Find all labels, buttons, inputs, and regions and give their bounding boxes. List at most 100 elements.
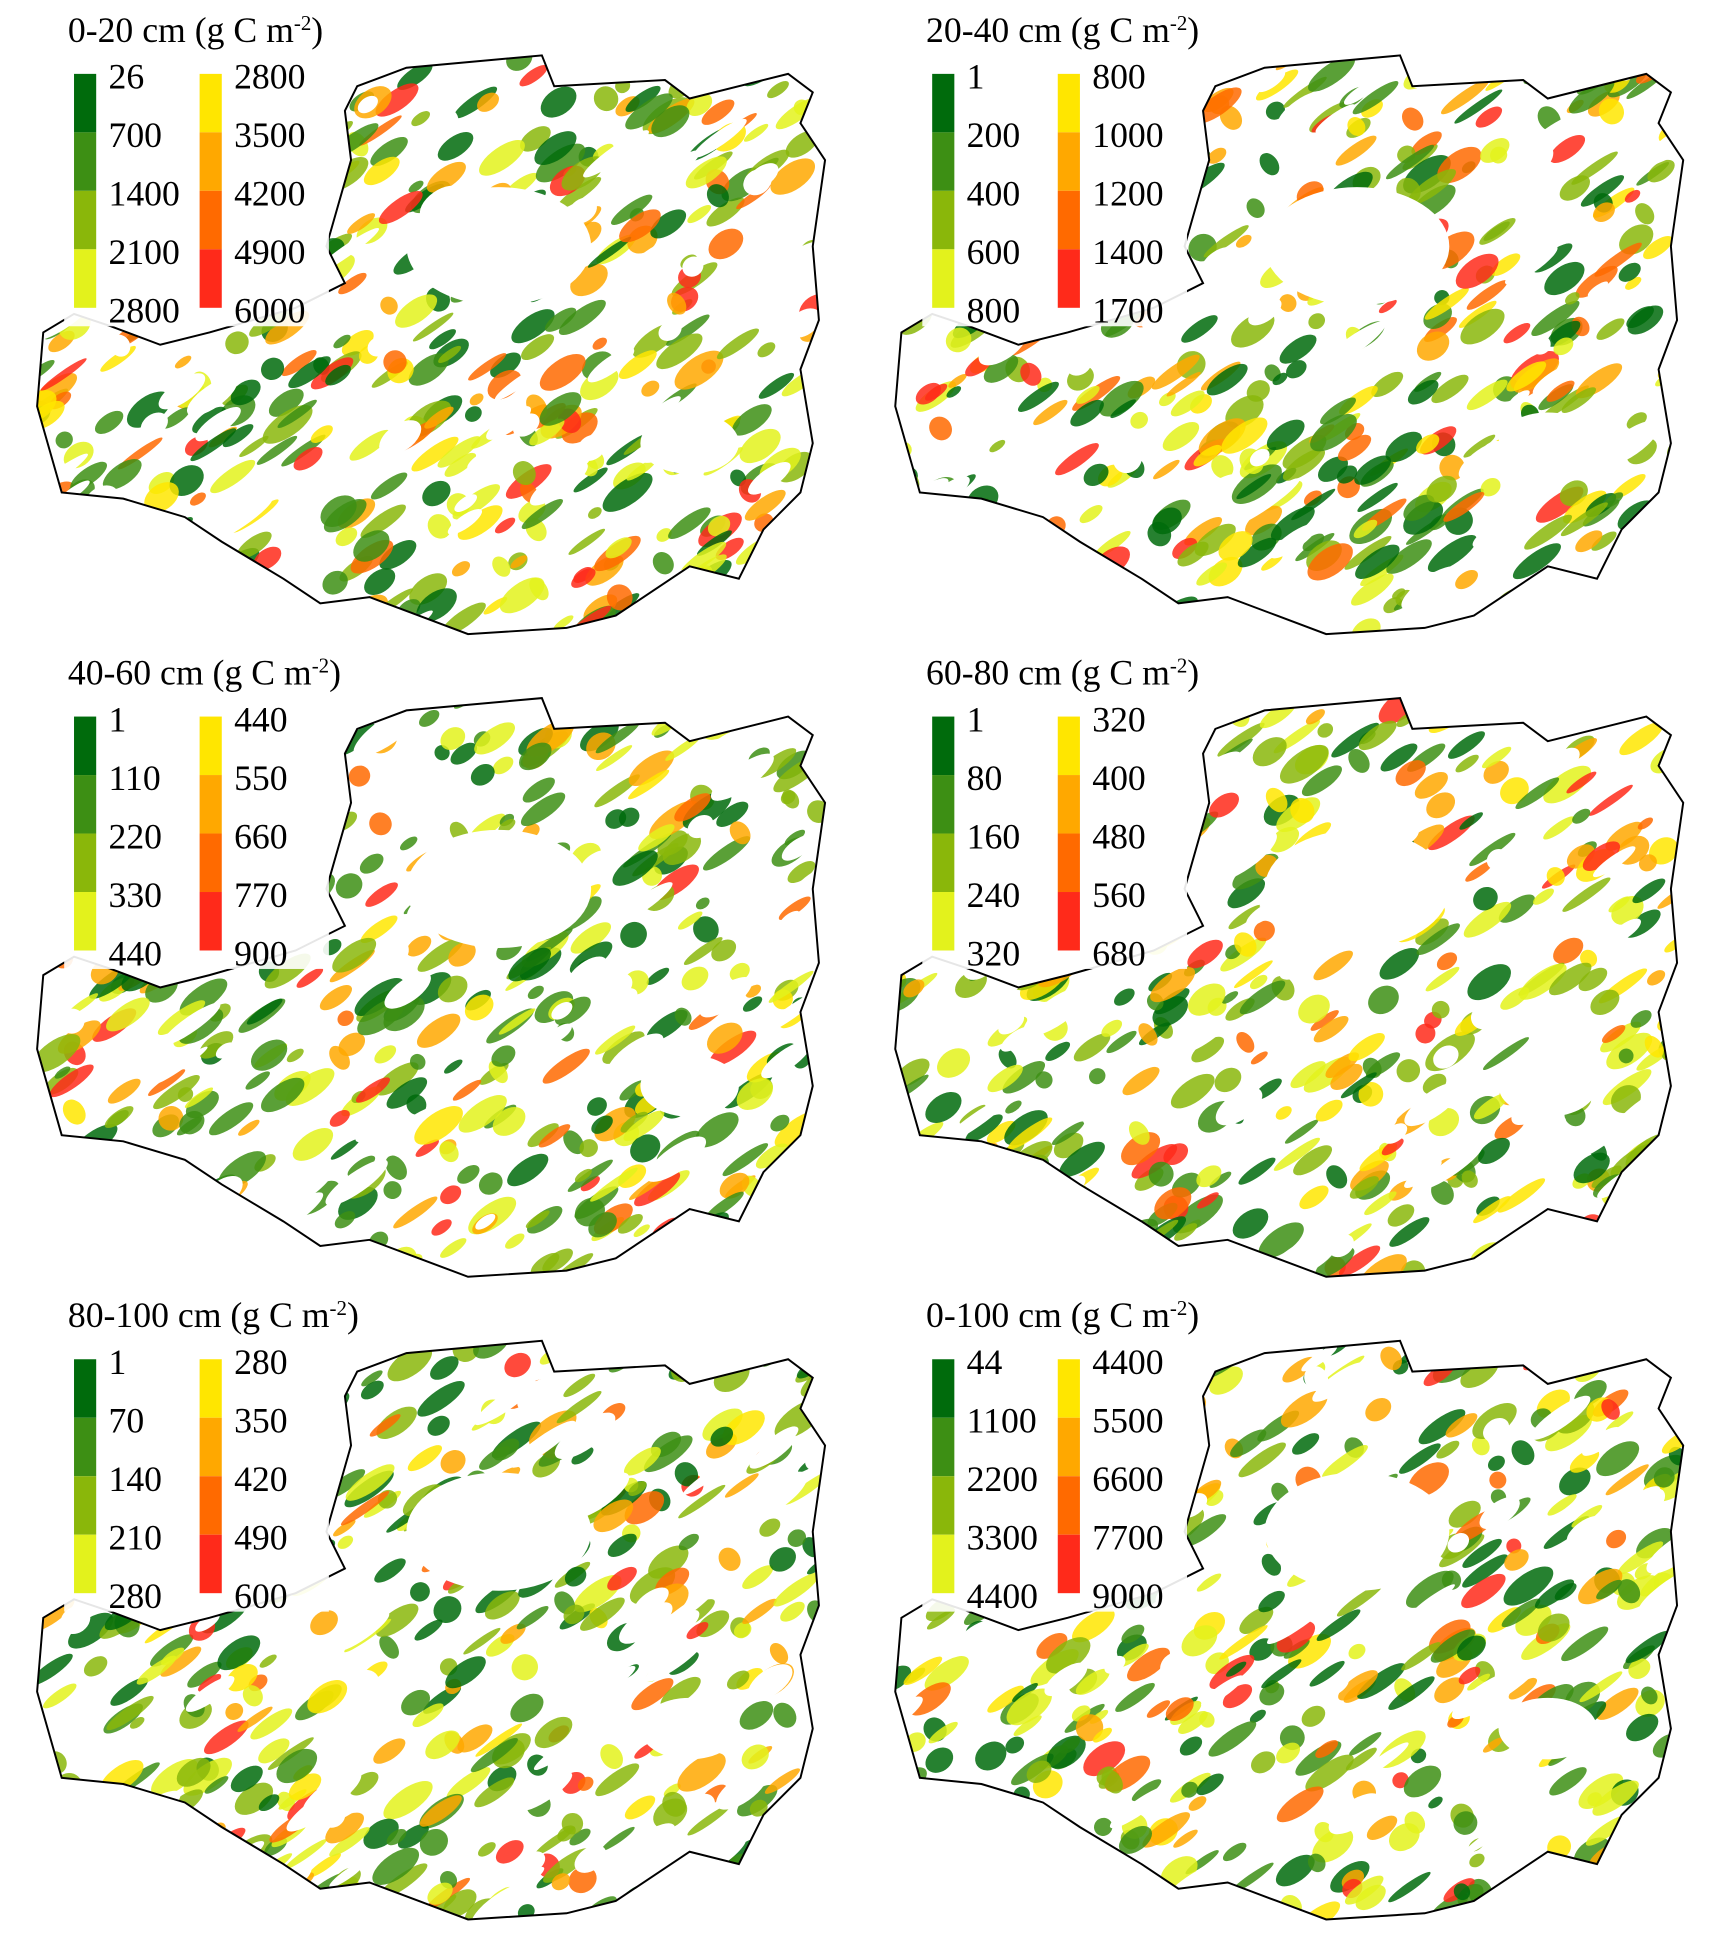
map-patch bbox=[96, 557, 124, 583]
map-patch bbox=[1629, 1816, 1658, 1843]
legend-label: 280 bbox=[234, 1342, 288, 1382]
map-patch bbox=[276, 1748, 318, 1784]
map-patch bbox=[1511, 614, 1530, 631]
map-patch bbox=[569, 1828, 591, 1846]
map-patch bbox=[1299, 1185, 1329, 1210]
map-patch bbox=[1087, 1872, 1123, 1898]
map-patch bbox=[660, 1676, 701, 1708]
map-patch bbox=[1221, 417, 1268, 454]
map-patch bbox=[153, 1074, 200, 1110]
map-patch bbox=[107, 1078, 141, 1104]
map-patch bbox=[349, 429, 391, 461]
map-patch bbox=[469, 393, 484, 406]
map-patch bbox=[915, 382, 942, 405]
map-patch bbox=[741, 1744, 769, 1770]
map-patch bbox=[131, 1869, 169, 1896]
blank-area bbox=[436, 360, 468, 385]
map-patch bbox=[1628, 1658, 1651, 1680]
map-patch bbox=[1600, 1021, 1642, 1053]
blank-area bbox=[1567, 1890, 1617, 1920]
blank-area bbox=[1355, 1742, 1409, 1781]
blank-area bbox=[748, 462, 791, 495]
map-patch bbox=[1338, 1245, 1381, 1277]
map-patch bbox=[1336, 465, 1358, 484]
map-patch bbox=[325, 1812, 364, 1844]
map-patch bbox=[1198, 418, 1246, 456]
map-patch bbox=[1580, 175, 1625, 207]
legend-bg bbox=[64, 61, 329, 327]
map-patch bbox=[1251, 1751, 1276, 1774]
map-patch bbox=[806, 1555, 826, 1575]
map-patch bbox=[998, 1047, 1017, 1069]
map-patch bbox=[136, 1655, 177, 1685]
map-patch bbox=[1638, 854, 1657, 872]
legend-label: 560 bbox=[1092, 875, 1146, 915]
map-patch bbox=[525, 1210, 550, 1229]
panel-title: 20-40 cm (g C m-2) bbox=[926, 10, 1199, 50]
legend-label: 490 bbox=[234, 1517, 288, 1557]
map-patch bbox=[1054, 569, 1078, 589]
map-patch bbox=[1154, 1187, 1192, 1220]
map-patch bbox=[414, 1106, 463, 1145]
map-patch bbox=[628, 769, 670, 800]
map-patch bbox=[1457, 1635, 1486, 1661]
legend-swatch bbox=[74, 892, 97, 951]
map-patch bbox=[1480, 477, 1501, 497]
title-end: ) bbox=[1187, 653, 1199, 693]
map-patch bbox=[364, 568, 396, 595]
blank-area bbox=[1257, 70, 1286, 93]
blank-area bbox=[761, 1040, 812, 1079]
blank-area bbox=[219, 1081, 242, 1103]
map-patch bbox=[1549, 134, 1586, 163]
panel-title: 60-80 cm (g C m-2) bbox=[926, 653, 1199, 693]
blank-area bbox=[211, 497, 273, 542]
map-patch bbox=[1654, 580, 1684, 608]
map-patch bbox=[1561, 1626, 1609, 1662]
map-patch bbox=[226, 1664, 258, 1692]
map-patch bbox=[1338, 1670, 1378, 1701]
map-patch bbox=[775, 97, 818, 130]
map-patch bbox=[329, 55, 358, 74]
map-patch bbox=[776, 504, 815, 534]
blank-area bbox=[895, 574, 927, 606]
map-patch bbox=[1275, 1854, 1315, 1887]
map-patch bbox=[1625, 1133, 1672, 1169]
map-patch bbox=[770, 1114, 790, 1132]
map-patch bbox=[787, 1529, 807, 1547]
map-patch bbox=[408, 180, 424, 193]
map-patch bbox=[1182, 1514, 1227, 1547]
legend-swatch bbox=[1057, 1476, 1080, 1535]
map-patch bbox=[807, 800, 826, 823]
map-patch bbox=[1357, 482, 1398, 512]
map-patch bbox=[106, 997, 150, 1032]
map-patch bbox=[397, 62, 433, 90]
title-sup: -2 bbox=[330, 1296, 347, 1320]
map-patch bbox=[1395, 760, 1426, 787]
map-patch bbox=[1177, 541, 1209, 567]
map-patch bbox=[1305, 1754, 1354, 1792]
map-patch bbox=[383, 350, 407, 374]
blank-area bbox=[59, 1008, 85, 1034]
map-patch bbox=[499, 577, 545, 614]
map-patch bbox=[465, 406, 482, 422]
legend-swatch bbox=[199, 833, 222, 893]
blank-area bbox=[752, 706, 780, 730]
blank-area bbox=[186, 377, 238, 416]
map-patch bbox=[177, 1087, 194, 1102]
map-patch bbox=[678, 1484, 726, 1519]
map-patch bbox=[522, 777, 555, 803]
legend-bg bbox=[922, 61, 1188, 327]
legend-label: 160 bbox=[967, 816, 1021, 856]
map-patch bbox=[519, 64, 548, 87]
map-patch bbox=[668, 1350, 706, 1380]
map-patch bbox=[246, 998, 283, 1025]
map-patch bbox=[686, 93, 713, 117]
map-patch bbox=[1389, 1217, 1430, 1247]
map-patch bbox=[1035, 1885, 1067, 1914]
map-patch bbox=[1301, 1705, 1326, 1727]
blank-area bbox=[1324, 1677, 1349, 1697]
map-patch bbox=[937, 1048, 971, 1078]
map-patch bbox=[591, 1115, 613, 1134]
map-patch bbox=[1331, 722, 1379, 758]
map-patch bbox=[724, 1473, 759, 1498]
